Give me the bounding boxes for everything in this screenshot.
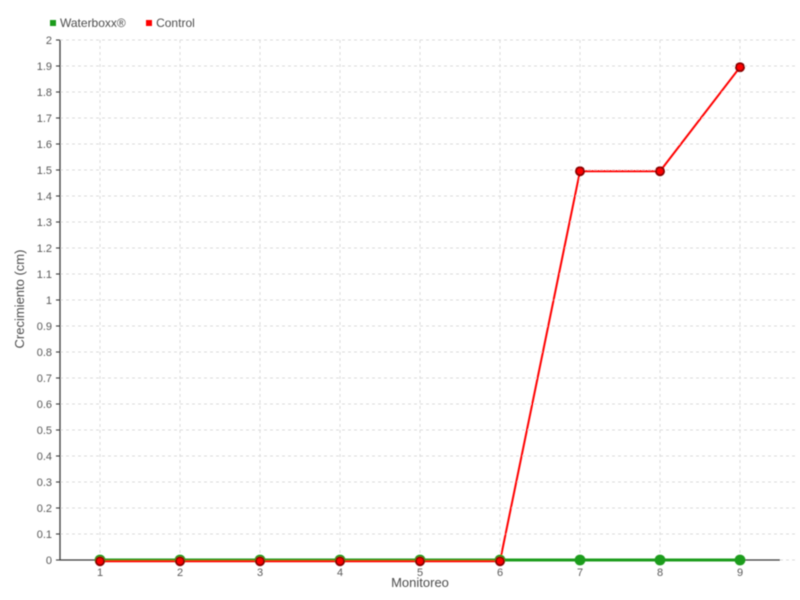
svg-text:1.2: 1.2 <box>37 243 52 255</box>
svg-text:0.9: 0.9 <box>37 321 52 333</box>
svg-text:1.9: 1.9 <box>37 61 52 73</box>
svg-text:1.7: 1.7 <box>37 113 52 125</box>
svg-text:0.4: 0.4 <box>37 451 52 463</box>
svg-text:8: 8 <box>657 567 663 579</box>
svg-text:0.5: 0.5 <box>37 425 52 437</box>
svg-text:9: 9 <box>737 567 743 579</box>
svg-text:7: 7 <box>577 567 583 579</box>
svg-text:1: 1 <box>46 295 52 307</box>
svg-text:1.5: 1.5 <box>37 165 52 177</box>
svg-text:1.1: 1.1 <box>37 269 52 281</box>
svg-text:0.7: 0.7 <box>37 373 52 385</box>
svg-text:0.6: 0.6 <box>37 399 52 411</box>
svg-text:2: 2 <box>177 567 183 579</box>
svg-text:1.4: 1.4 <box>37 191 52 203</box>
svg-text:2: 2 <box>46 35 52 47</box>
svg-text:1.8: 1.8 <box>37 87 52 99</box>
svg-text:1: 1 <box>97 567 103 579</box>
svg-text:0.3: 0.3 <box>37 477 52 489</box>
svg-text:1.3: 1.3 <box>37 217 52 229</box>
svg-text:0.8: 0.8 <box>37 347 52 359</box>
svg-text:1.6: 1.6 <box>37 139 52 151</box>
svg-text:0: 0 <box>46 555 52 567</box>
svg-text:0.1: 0.1 <box>37 529 52 541</box>
svg-text:0.2: 0.2 <box>37 503 52 515</box>
svg-text:3: 3 <box>257 567 263 579</box>
